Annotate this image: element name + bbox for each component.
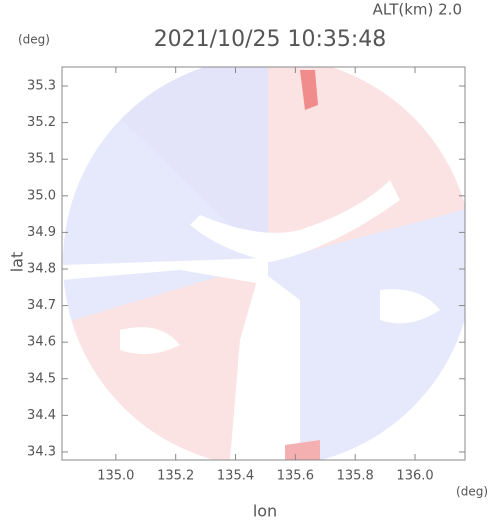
y-tick-label: 34.9 bbox=[27, 225, 56, 240]
y-tick-label: 34.6 bbox=[27, 335, 56, 350]
x-tick-label: 135.2 bbox=[157, 469, 194, 484]
x-tick-label: 135.4 bbox=[217, 469, 254, 484]
plot-frame bbox=[61, 66, 466, 461]
x-tick-label: 135.8 bbox=[337, 469, 374, 484]
x-label: lon bbox=[253, 502, 277, 521]
y-tick-label: 35.2 bbox=[27, 115, 56, 130]
y-tick-label: 34.4 bbox=[27, 408, 56, 423]
y-tick-label: 35.0 bbox=[27, 188, 56, 203]
y-tick-label: 35.3 bbox=[27, 79, 56, 94]
y-tick-label: 34.3 bbox=[27, 444, 56, 459]
annotation: ALT(km) 2.0 bbox=[373, 1, 462, 19]
x-tick-label: 136.0 bbox=[396, 469, 433, 484]
y-tick-label: 34.5 bbox=[27, 371, 56, 386]
x-tick-label: 135.6 bbox=[277, 469, 314, 484]
x-tick-label: 135.0 bbox=[97, 469, 134, 484]
y-tick-label: 34.7 bbox=[27, 298, 56, 313]
y-tick-label: 34.8 bbox=[27, 261, 56, 276]
x-unit: (deg) bbox=[456, 485, 488, 499]
y-label: lat bbox=[8, 252, 27, 273]
y-unit: (deg) bbox=[18, 33, 50, 47]
y-tick-label: 35.1 bbox=[27, 152, 56, 167]
chart-title: 2021/10/25 10:35:48 bbox=[154, 27, 387, 52]
